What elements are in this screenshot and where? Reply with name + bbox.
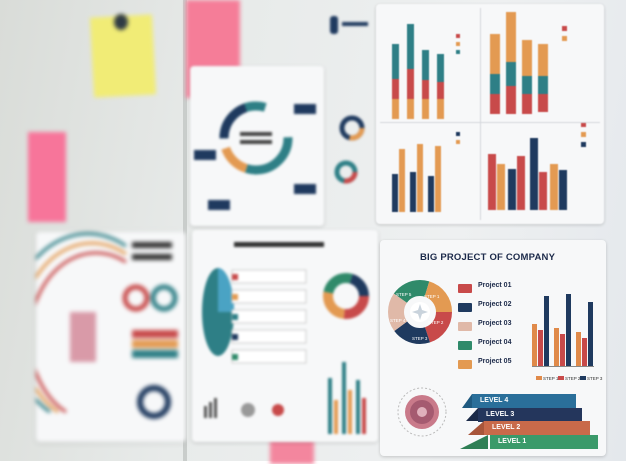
wheel-step-1: STEP 1 (424, 294, 440, 299)
level-bar-2: LEVEL 2 (484, 421, 590, 435)
project-swatch-5 (458, 360, 472, 369)
project-label-1: Project 01 (478, 282, 512, 289)
header-icon (330, 16, 338, 34)
level-bar-1: LEVEL 1 (490, 435, 598, 449)
wheel-step-3: STEP 3 (412, 336, 428, 341)
sheet-top-right-bar-charts (376, 4, 604, 224)
left-sheet-graphics (36, 232, 178, 419)
level-bar-4: LEVEL 4 (472, 394, 576, 408)
level-bar-3: LEVEL 3 (478, 408, 582, 422)
whiteboard-frame-edge (183, 0, 187, 461)
header-text-blur (342, 22, 368, 26)
ring-diagram (194, 101, 316, 210)
project-legend-5: Project 05 (458, 358, 538, 370)
step-wheel (388, 280, 452, 344)
wheel-step-5: STEP 5 (396, 292, 412, 297)
project-label-4: Project 04 (478, 339, 512, 346)
project-label-5: Project 05 (478, 358, 512, 365)
pie-list-graphic (202, 242, 369, 434)
radial-pattern (397, 387, 447, 437)
step-legend-swatch-2 (558, 376, 564, 380)
sticky-note-pink-left (28, 132, 66, 222)
project-label-2: Project 02 (478, 301, 512, 308)
sheet-middle-ring-diagram (190, 66, 324, 226)
step-bar-chart (532, 294, 594, 367)
step-legend-swatch-3 (580, 376, 586, 380)
sheet-left-infographic (36, 232, 186, 442)
project-swatch-2 (458, 303, 472, 312)
bar-chart-panel (380, 8, 600, 220)
small-donuts (334, 115, 365, 184)
project-swatch-3 (458, 322, 472, 331)
project-legend-4: Project 04 (458, 339, 538, 351)
step-legend-1: STEP 1 (543, 376, 559, 381)
level-pyramid-side (460, 394, 488, 449)
project-swatch-1 (458, 284, 472, 293)
project-label-3: Project 03 (478, 320, 512, 327)
wheel-step-4: STEP 4 (390, 318, 406, 323)
step-legend-swatch-1 (536, 376, 542, 380)
sheet-middle-pie-list (192, 230, 378, 442)
project-legend-1: Project 01 (458, 282, 538, 294)
wheel-step-2: STEP 2 (428, 320, 444, 325)
project-legend-2: Project 02 (458, 301, 538, 313)
pushpin (114, 14, 128, 30)
chart-title: BIG PROJECT OF COMPANY (420, 252, 556, 263)
step-legend-2: STEP 2 (565, 376, 581, 381)
project-swatch-4 (458, 341, 472, 350)
step-legend-3: STEP 3 (587, 376, 603, 381)
project-legend-3: Project 03 (458, 320, 538, 332)
